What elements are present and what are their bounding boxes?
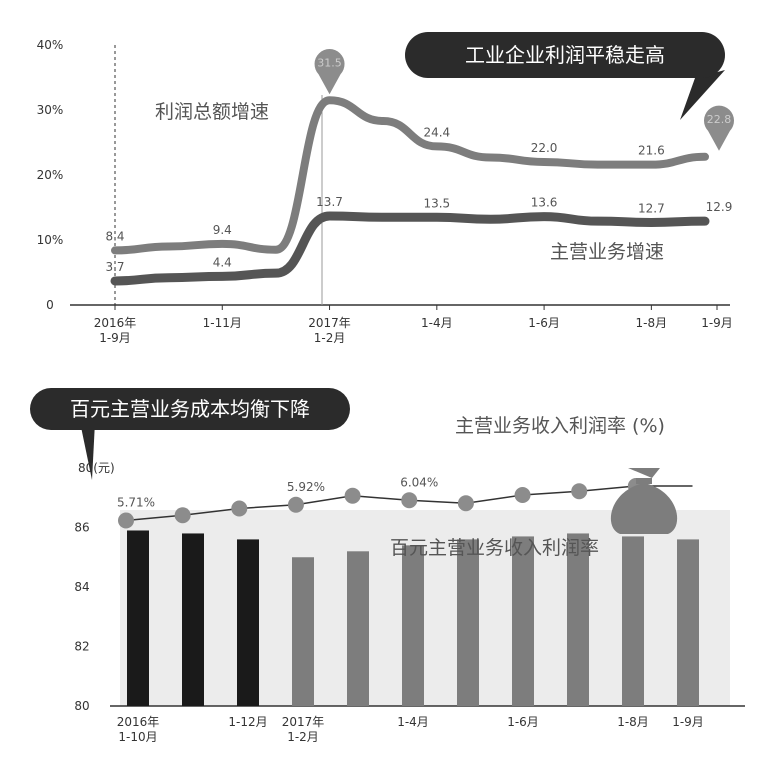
series-label-profit: 利润总额增速 bbox=[155, 101, 269, 123]
data-label: 13.7 bbox=[316, 195, 343, 209]
legend-title: 主营业务收入利润率 (%) bbox=[455, 415, 665, 437]
title-banner-tail bbox=[680, 70, 725, 120]
series-label-revenue: 主营业务增速 bbox=[550, 241, 664, 263]
y-axis-ticks: 40% 30% 20% 10% 0 bbox=[37, 38, 64, 312]
bar bbox=[567, 533, 589, 706]
profit-rate-point bbox=[118, 512, 134, 529]
series-line-0 bbox=[111, 96, 709, 255]
bar bbox=[237, 539, 259, 706]
y-tick-label: 40% bbox=[37, 38, 64, 52]
title-banner bbox=[405, 32, 725, 78]
profit-rate-point bbox=[174, 507, 191, 524]
y-tick-label: 80 bbox=[74, 699, 89, 713]
series-line-1 bbox=[110, 211, 710, 286]
pin-marker bbox=[704, 105, 735, 151]
y-tick-label: 82 bbox=[74, 640, 89, 654]
x-tick-label: 2017年 1-2月 bbox=[308, 316, 351, 345]
unit-label: 80(元) bbox=[78, 461, 115, 475]
x-tick-label: 2016年 1-9月 bbox=[94, 316, 137, 345]
y-tick-label: 10% bbox=[37, 233, 64, 247]
data-label: 5.92% bbox=[287, 480, 325, 494]
data-label: 12.7 bbox=[638, 201, 665, 215]
profit-rate-point bbox=[571, 483, 588, 500]
data-label: 4.4 bbox=[213, 255, 232, 269]
data-label: 22.8 bbox=[707, 113, 732, 126]
y-tick-label: 30% bbox=[37, 103, 64, 117]
x-axis-ticks: 2016年 1-10月 1-12月 2017年 1-2月 1-4月 1-6月 1-8月 1-9月 bbox=[117, 715, 704, 744]
cost-chart: 百元主营业务成本均衡下降 主营业务收入利润率 (%) 80 82 84 86 80(元… bbox=[30, 388, 745, 744]
data-label: 13.6 bbox=[531, 196, 558, 210]
pin-marker bbox=[314, 49, 345, 95]
profit-growth-chart: 工业企业利润平稳走高 40%30%20%10%0 2016年 1-9月1-11月 2… bbox=[37, 32, 735, 345]
x-tick-label: 1-4月 bbox=[421, 316, 453, 330]
data-label: 3.7 bbox=[105, 260, 124, 274]
chart-title: 百元主营业务成本均衡下降 bbox=[70, 397, 310, 421]
bar bbox=[347, 551, 369, 706]
secondary-series-label: 百元主营业务收入利润率 bbox=[390, 537, 599, 559]
x-tick-label: 1-9月 bbox=[701, 316, 733, 330]
bar bbox=[622, 536, 644, 706]
profit-rate-point bbox=[231, 500, 248, 517]
x-axis-ticks: 2016年 1-9月 1-11月 2017年 1-2月 1-4月 1-6月 1-8月 1-9月 bbox=[94, 305, 733, 345]
title-banner bbox=[30, 388, 350, 430]
chart-title: 工业企业利润平稳走高 bbox=[465, 43, 665, 67]
y-tick-label: 20% bbox=[37, 168, 64, 182]
bar bbox=[677, 539, 699, 706]
bar bbox=[127, 530, 149, 706]
x-tick-label: 1-8月 bbox=[636, 316, 668, 330]
bar bbox=[182, 533, 204, 706]
x-tick-label: 1-4月 bbox=[397, 715, 429, 729]
data-label: 9.4 bbox=[213, 223, 232, 237]
x-tick-label: 1-9月 bbox=[672, 715, 704, 729]
x-tick-label: 1-12月 bbox=[228, 715, 267, 729]
y-axis-ticks: 80 82 84 86 bbox=[74, 521, 89, 714]
bar bbox=[457, 539, 479, 706]
data-label: 21.6 bbox=[638, 144, 665, 158]
data-label: 8.4 bbox=[105, 229, 124, 243]
y-tick-label: 0 bbox=[46, 298, 54, 312]
title-banner-tail bbox=[80, 422, 95, 480]
y-tick-label: 86 bbox=[74, 521, 89, 535]
data-label: 12.9 bbox=[706, 200, 733, 214]
bar bbox=[512, 536, 534, 706]
x-tick-label: 1-6月 bbox=[528, 316, 560, 330]
profit-rate-point bbox=[514, 487, 531, 503]
x-tick-label: 1-8月 bbox=[617, 715, 649, 729]
x-tick-label: 1-11月 bbox=[203, 316, 242, 330]
profit-rate-point bbox=[401, 492, 418, 509]
money-bag-icon bbox=[610, 468, 678, 534]
profit-rate-point bbox=[287, 496, 304, 513]
profit-rate-point bbox=[344, 487, 361, 504]
y-tick-label: 84 bbox=[74, 580, 89, 594]
data-label: 22.0 bbox=[531, 141, 558, 155]
x-tick-label: 2016年 1-10月 bbox=[117, 715, 160, 744]
data-label: 24.4 bbox=[423, 125, 450, 139]
bar bbox=[402, 545, 424, 706]
bar bbox=[292, 557, 314, 706]
x-tick-label: 2017年 1-2月 bbox=[282, 715, 325, 744]
data-label: 31.5 bbox=[317, 56, 342, 69]
profit-rate-point bbox=[457, 495, 474, 512]
data-label: 5.71% bbox=[117, 496, 155, 510]
data-label: 6.04% bbox=[400, 475, 438, 489]
x-tick-label: 1-6月 bbox=[507, 715, 539, 729]
data-label: 13.5 bbox=[423, 196, 450, 210]
